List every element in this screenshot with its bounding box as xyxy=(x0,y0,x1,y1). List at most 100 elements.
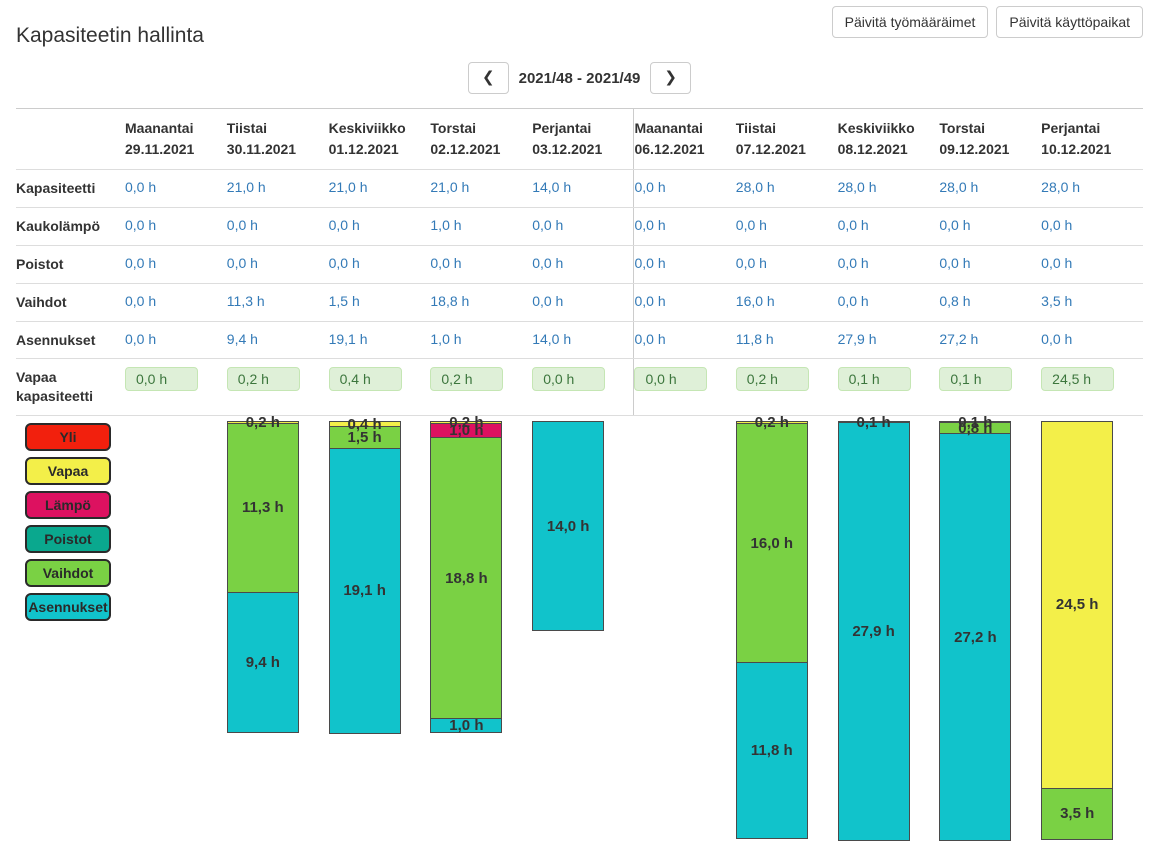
bar-segment-vapaa: 0,2 h xyxy=(226,415,299,430)
free-capacity-badge: 24,5 h xyxy=(1041,367,1115,392)
cell-kapasiteetti-3: 21,0 h xyxy=(430,169,533,208)
free-capacity-badge: 0,4 h xyxy=(328,367,402,392)
bar-segment-value-label: 0,2 h xyxy=(245,414,280,432)
topbar: Kapasiteetin hallinta Päivitä työmääräim… xyxy=(16,0,1143,54)
empty-header-cell xyxy=(16,108,125,170)
update-sites-button[interactable]: Päivitä käyttöpaikat xyxy=(996,6,1143,38)
bar-segment-asennukset: 9,4 h xyxy=(226,591,299,733)
cell-asennukset-9: 0,0 h xyxy=(1041,321,1143,360)
chevron-left-icon[interactable]: ❮ xyxy=(468,62,509,94)
column-day-label: Torstai xyxy=(430,120,477,136)
legend-item-vaihdot[interactable]: Vaihdot xyxy=(25,559,111,588)
bar-segment-asennukset: 11,8 h xyxy=(735,662,808,840)
chart-column-08.12.2021: 0,1 h 27,9 h xyxy=(837,415,940,846)
bar-segment-vaihdot: 16,0 h xyxy=(735,423,808,664)
free-capacity-badge: 0,1 h xyxy=(939,367,1013,392)
legend-item-l-mp[interactable]: Lämpö xyxy=(25,491,111,520)
table-row-kapasiteetti: Kapasiteetti 0,0 h 21,0 h 21,0 h 21,0 h 14,0 … xyxy=(16,169,1143,208)
cell-vaihdot-4: 0,0 h xyxy=(532,283,634,322)
bar-segment-value-label: 0,1 h xyxy=(856,413,891,431)
bar-segment-value-label: 11,8 h xyxy=(750,742,793,760)
chart-column-06.12.2021 xyxy=(634,421,736,846)
cell-vapaa-kapasiteetti-9: 24,5 h xyxy=(1041,358,1143,417)
cell-poistot-0: 0,0 h xyxy=(125,245,227,284)
cell-poistot-4: 0,0 h xyxy=(532,245,634,284)
free-capacity-badge: 0,1 h xyxy=(837,367,911,392)
cell-kaukol-mp-4: 0,0 h xyxy=(532,207,634,246)
chart-column-01.12.2021: 0,4 h 1,5 h 19,1 h xyxy=(328,417,431,846)
column-date-label: 10.12.2021 xyxy=(1041,141,1112,157)
row-label-asennukset: Asennukset xyxy=(16,321,125,360)
cell-kapasiteetti-7: 28,0 h xyxy=(837,169,940,208)
bar-segment-value-label: 0,1 h xyxy=(958,413,993,431)
chevron-right-icon[interactable]: ❯ xyxy=(650,62,691,94)
cell-poistot-6: 0,0 h xyxy=(735,245,838,284)
bar-segment-value-label: 14,0 h xyxy=(546,517,590,535)
capacity-chart: Yli Vapaa Lämpö Poistot Vaihdot Asennukset 0,… xyxy=(16,415,1143,846)
free-capacity-badge: 0,0 h xyxy=(125,367,198,392)
cell-poistot-1: 0,0 h xyxy=(226,245,329,284)
cell-kaukol-mp-6: 0,0 h xyxy=(735,207,838,246)
table-row-vapaa-kapasiteetti: Vapaa kapasiteetti 0,0 h 0,2 h 0,4 h 0,2 h 0,… xyxy=(16,358,1143,417)
bar-segment-vaihdot: 3,5 h xyxy=(1041,787,1114,841)
cell-kaukol-mp-8: 0,0 h xyxy=(939,207,1042,246)
cell-asennukset-6: 11,8 h xyxy=(735,321,838,360)
update-workorders-button[interactable]: Päivitä työmääräimet xyxy=(831,6,989,38)
chart-column-07.12.2021: 0,2 h 16,0 h 11,8 h xyxy=(735,415,838,846)
toolbar: Päivitä työmääräimet Päivitä käyttöpaika… xyxy=(831,6,1143,38)
row-label-vaihdot: Vaihdot xyxy=(16,283,125,322)
legend-item-poistot[interactable]: Poistot xyxy=(25,525,111,554)
free-capacity-badge: 0,2 h xyxy=(430,367,504,392)
table-row-kaukol-mp: Kaukolämpö 0,0 h 0,0 h 0,0 h 1,0 h 0,0 h 0,0 h… xyxy=(16,207,1143,246)
chart-legend-column: Yli Vapaa Lämpö Poistot Vaihdot Asennukset xyxy=(16,421,125,846)
chart-column-29.11.2021 xyxy=(125,421,227,846)
bar-segment-value-label: 0,2 h xyxy=(449,414,484,432)
cell-kaukol-mp-5: 0,0 h xyxy=(633,207,736,246)
cell-vapaa-kapasiteetti-4: 0,0 h xyxy=(532,358,634,417)
bar-segment-vaihdot: 11,3 h xyxy=(226,423,299,593)
bar-segment-vapaa: 0,2 h xyxy=(430,415,503,430)
bar-segment-asennukset: 19,1 h xyxy=(328,447,401,735)
bar-10.12.2021: 24,5 h 3,5 h xyxy=(1041,421,1114,841)
bar-segment-vapaa: 0,2 h xyxy=(735,415,808,430)
column-day-label: Perjantai xyxy=(1041,120,1101,136)
bar-01.12.2021: 0,4 h 1,5 h 19,1 h xyxy=(328,417,401,735)
bar-segment-l-mp: 1,0 h xyxy=(430,422,503,440)
column-date-label: 30.11.2021 xyxy=(226,141,297,157)
free-capacity-badge: 0,0 h xyxy=(634,367,708,392)
bar-08.12.2021: 0,1 h 27,9 h xyxy=(837,415,910,841)
bar-07.12.2021: 0,2 h 16,0 h 11,8 h xyxy=(735,415,808,840)
bar-segment-value-label: 16,0 h xyxy=(750,534,794,552)
column-day-label: Perjantai xyxy=(532,120,592,136)
row-label-kaukol-mp: Kaukolämpö xyxy=(16,207,125,246)
column-header-08.12.2021: Keskiviikko 08.12.2021 xyxy=(837,108,940,170)
cell-vaihdot-3: 18,8 h xyxy=(430,283,533,322)
bar-segment-value-label: 1,0 h xyxy=(449,422,484,440)
column-header-30.11.2021: Tiistai 30.11.2021 xyxy=(226,108,329,170)
cell-asennukset-4: 14,0 h xyxy=(532,321,634,360)
cell-vapaa-kapasiteetti-5: 0,0 h xyxy=(633,358,736,417)
cell-kaukol-mp-1: 0,0 h xyxy=(226,207,329,246)
bar-segment-value-label: 3,5 h xyxy=(1060,805,1095,823)
legend-item-vapaa[interactable]: Vapaa xyxy=(25,457,111,486)
bar-30.11.2021: 0,2 h 11,3 h 9,4 h xyxy=(226,415,299,733)
bar-03.12.2021: 14,0 h xyxy=(532,421,605,632)
cell-vaihdot-0: 0,0 h xyxy=(125,283,227,322)
cell-vaihdot-2: 1,5 h xyxy=(328,283,431,322)
bar-segment-asennukset: 27,9 h xyxy=(837,422,910,841)
cell-poistot-5: 0,0 h xyxy=(633,245,736,284)
cell-vapaa-kapasiteetti-1: 0,2 h xyxy=(226,358,329,417)
column-day-label: Tiistai xyxy=(735,120,776,136)
bar-segment-value-label: 0,2 h xyxy=(754,414,789,432)
column-date-label: 08.12.2021 xyxy=(837,141,908,157)
legend-item-asennukset[interactable]: Asennukset xyxy=(25,593,111,622)
column-day-label: Maanantai xyxy=(634,120,703,136)
free-capacity-badge: 0,2 h xyxy=(735,367,809,392)
bar-segment-value-label: 1,0 h xyxy=(449,717,484,735)
cell-poistot-8: 0,0 h xyxy=(939,245,1042,284)
cell-asennukset-7: 27,9 h xyxy=(837,321,940,360)
chart-column-30.11.2021: 0,2 h 11,3 h 9,4 h xyxy=(226,415,329,846)
legend-item-yli[interactable]: Yli xyxy=(25,423,111,452)
column-day-label: Keskiviikko xyxy=(837,120,915,136)
